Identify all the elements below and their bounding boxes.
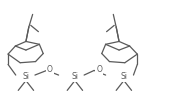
Text: Si: Si bbox=[71, 72, 78, 81]
Text: Si: Si bbox=[22, 72, 29, 81]
Text: Si: Si bbox=[120, 72, 127, 81]
Text: O: O bbox=[96, 65, 102, 74]
Text: O: O bbox=[47, 65, 53, 74]
